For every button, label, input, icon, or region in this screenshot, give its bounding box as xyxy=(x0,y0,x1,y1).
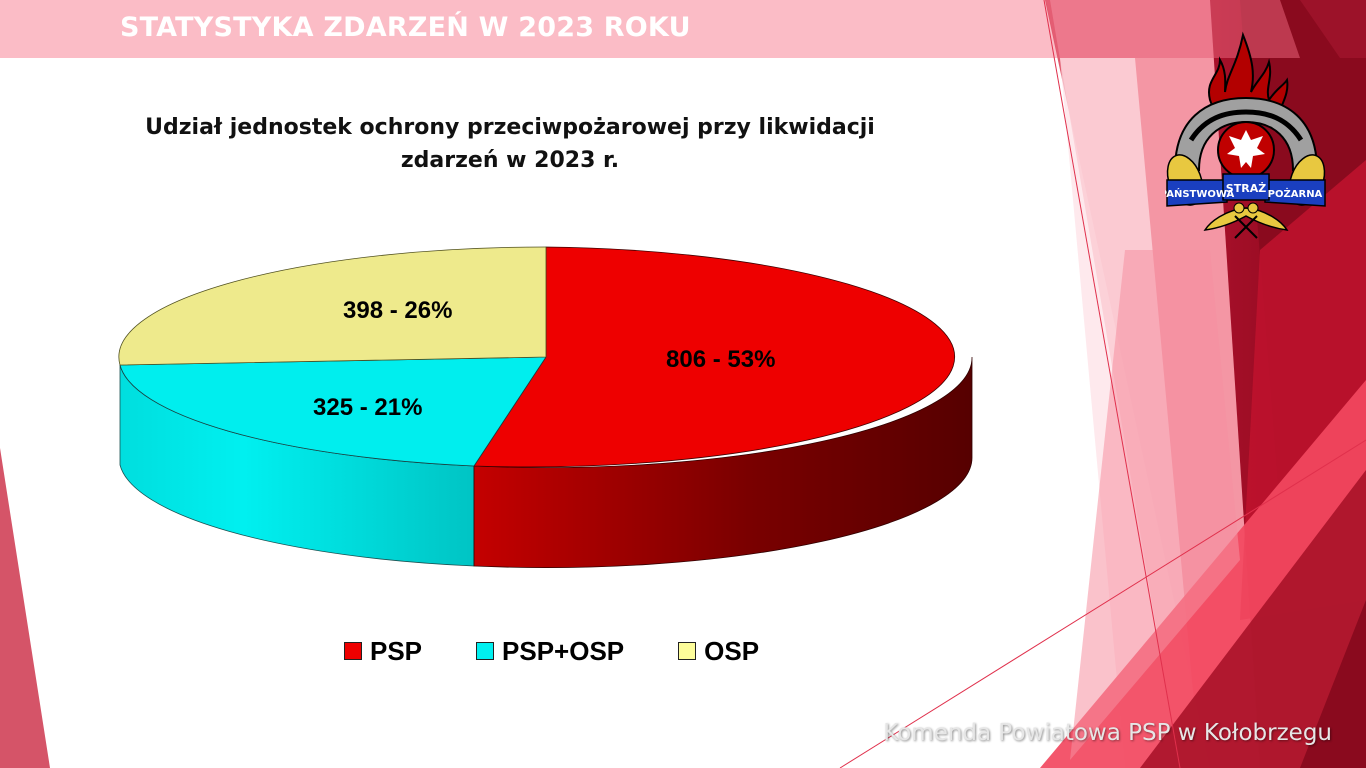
legend-item-psp-osp: PSP+OSP xyxy=(476,636,624,667)
chart-title-line-1: Udział jednostek ochrony przeciwpożarowe… xyxy=(145,115,875,140)
chart-legend: PSP PSP+OSP OSP xyxy=(344,634,759,668)
svg-text:POŻARNA: POŻARNA xyxy=(1268,186,1323,200)
legend-swatch-psp-osp xyxy=(476,642,495,660)
pie-label-psp-osp: 325 - 21% xyxy=(313,394,423,421)
pie-slice-psp-osp[interactable] xyxy=(119,356,547,467)
legend-item-psp: PSP xyxy=(344,636,422,667)
pie-label-psp: 806 - 53% xyxy=(666,346,776,373)
svg-text:STRAŻ: STRAŻ xyxy=(1226,181,1266,195)
pie-slice-psp-side xyxy=(473,356,973,568)
pie-slice-psp[interactable] xyxy=(473,246,956,468)
legend-swatch-psp xyxy=(344,642,362,660)
chart-title: Udział jednostek ochrony przeciwpożarowe… xyxy=(60,111,960,177)
chart-title-line-2: zdarzeń w 2023 r. xyxy=(400,148,620,173)
footer-organization: Komenda Powiatowa PSP w Kołobrzegu xyxy=(883,720,1332,746)
pie-label-osp: 398 - 26% xyxy=(343,297,453,324)
slide-title: STATYSTYKA ZDARZEŃ W 2023 ROKU xyxy=(120,12,691,43)
pie-slice-osp[interactable] xyxy=(118,246,547,366)
svg-text:PAŃSTWOWA: PAŃSTWOWA xyxy=(1165,187,1234,200)
legend-label-psp: PSP xyxy=(370,635,423,666)
legend-label-osp: OSP xyxy=(704,635,760,666)
legend-label-psp-osp: PSP+OSP xyxy=(502,635,625,666)
psp-emblem-icon: PAŃSTWOWA STRAŻ POŻARNA xyxy=(1165,31,1326,239)
legend-swatch-osp xyxy=(678,642,697,660)
legend-item-osp: OSP xyxy=(678,636,759,667)
